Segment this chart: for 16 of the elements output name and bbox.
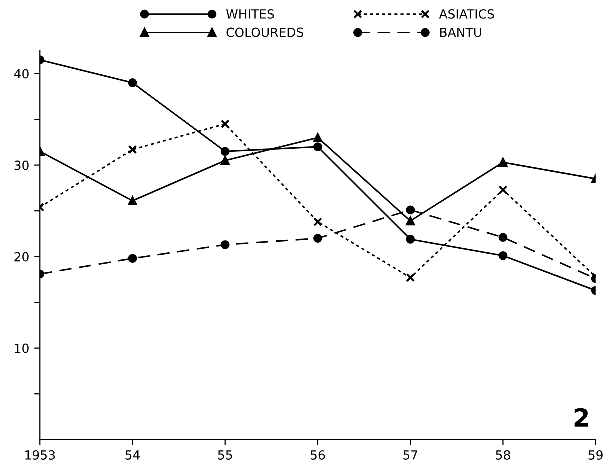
y-tick-label: 30	[14, 160, 29, 170]
x-tick-label: 1953	[26, 450, 56, 460]
y-tick-label: 20	[14, 252, 29, 262]
x-tick-label: 57	[404, 450, 418, 460]
y-tick-label: 40	[14, 69, 29, 79]
x-tick-label: 55	[218, 450, 232, 460]
y-tick-label: 10	[15, 344, 29, 354]
x-tick-label: 54	[126, 450, 140, 460]
legend-label: BANTU	[440, 28, 482, 38]
x-tick-label: 56	[310, 450, 326, 460]
x-tick-label: 59	[588, 450, 603, 460]
legend-label: ASIATICS	[439, 9, 494, 19]
x-tick-label: 58	[496, 450, 510, 460]
annotation: 2	[574, 408, 588, 427]
legend-label: COLOUREDS	[226, 28, 304, 38]
legend-label: WHITES	[226, 9, 274, 19]
